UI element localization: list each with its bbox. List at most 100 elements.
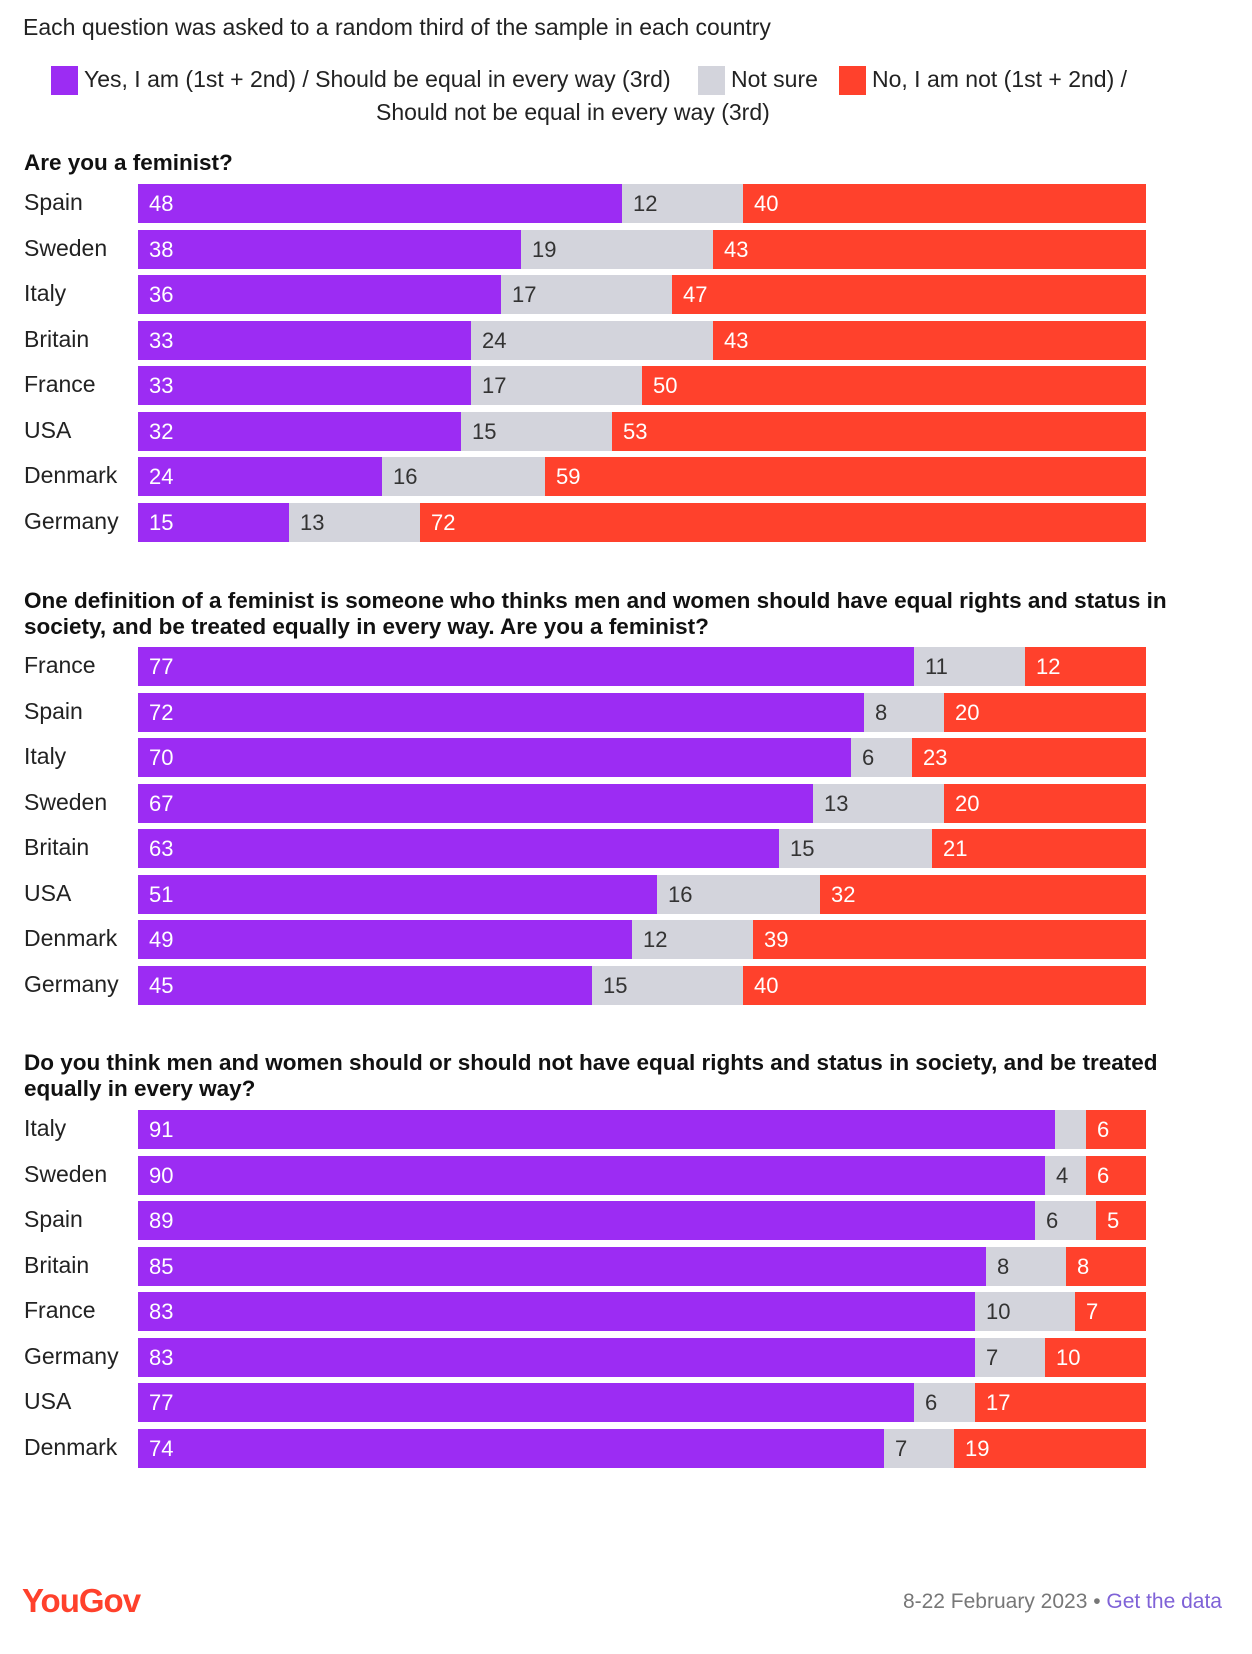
data-label: 47: [683, 282, 708, 307]
data-label: 63: [149, 836, 174, 861]
bar-segment-not-sure: 17: [471, 366, 642, 405]
bar-segment-not-sure: 15: [779, 829, 932, 868]
data-label: 51: [149, 881, 174, 907]
bar-segment-not-sure: 16: [657, 874, 820, 914]
data-label: 6: [862, 745, 875, 770]
row-label: France: [24, 371, 96, 397]
legend-label-yes: Yes, I am (1st + 2nd) / Should be equal …: [84, 66, 671, 92]
data-label: 85: [149, 1253, 174, 1279]
data-label: 24: [482, 327, 507, 353]
panel-title: Do you think men and women should or sho…: [24, 1050, 1158, 1101]
data-label: 20: [955, 699, 980, 725]
bar-segment-not-sure: 11: [914, 647, 1025, 686]
bar-segment-no: 8: [1066, 1246, 1146, 1286]
bar-segment-no: 20: [944, 692, 1146, 732]
bar-segment-no: 21: [932, 829, 1146, 868]
get-the-data-link[interactable]: Get the data: [1106, 1590, 1222, 1613]
bar-segment-no: 6: [1086, 1110, 1146, 1149]
panel-title: One definition of a feminist is someone …: [24, 588, 1167, 639]
data-label: 33: [149, 327, 174, 353]
legend-label-no-line2: Should not be equal in every way (3rd): [376, 99, 770, 125]
data-label: 16: [668, 881, 693, 907]
data-label: 33: [149, 373, 174, 398]
bar-segment-yes: 63: [138, 829, 779, 868]
row-label: Spain: [24, 189, 83, 215]
bar-segment-not-sure: 7: [975, 1337, 1045, 1377]
data-label: 45: [149, 972, 174, 998]
data-label: 15: [149, 509, 174, 535]
row-label: Spain: [24, 697, 83, 724]
data-label: 7: [1086, 1299, 1099, 1324]
data-label: 53: [623, 418, 648, 444]
bar-segment-yes: 85: [138, 1246, 986, 1286]
data-label: 83: [149, 1299, 174, 1324]
bar-segment-not-sure: 4: [1045, 1155, 1086, 1195]
data-label: 70: [149, 745, 174, 770]
bar-segment-no: 6: [1086, 1155, 1146, 1195]
row-label: Britain: [24, 1251, 90, 1278]
bar-segment-no: 59: [545, 457, 1146, 496]
bar-segment-yes: 49: [138, 920, 632, 959]
data-label: 77: [149, 1390, 174, 1415]
bar-segment-not-sure: 16: [382, 457, 545, 496]
bar-segment-yes: 48: [138, 184, 622, 223]
data-label: 12: [643, 927, 668, 952]
bar-segment-yes: 32: [138, 411, 461, 451]
data-label: 6: [1097, 1162, 1110, 1188]
data-label: 90: [149, 1162, 174, 1188]
bar-segment-no: 53: [612, 411, 1146, 451]
data-label: 72: [149, 699, 174, 725]
data-label: 24: [149, 464, 174, 489]
row-label: Denmark: [24, 1433, 118, 1460]
bar-segment-not-sure: 10: [975, 1292, 1075, 1331]
legend-swatch-no: [839, 66, 866, 95]
row-label: Germany: [24, 507, 119, 534]
row-label: Sweden: [24, 788, 108, 815]
data-label: 50: [653, 373, 678, 398]
row-label: Germany: [24, 970, 119, 997]
row-label: USA: [24, 1388, 72, 1414]
data-label: 6: [925, 1390, 938, 1415]
row-label: Britain: [24, 325, 90, 352]
data-label: 48: [149, 191, 174, 216]
bar-segment-yes: 77: [138, 647, 914, 686]
bar-segment-yes: 90: [138, 1155, 1045, 1195]
row-label: Denmark: [24, 462, 118, 488]
bar-segment-yes: 33: [138, 320, 471, 360]
data-label: 12: [633, 191, 658, 216]
legend-swatch-yes: [51, 66, 78, 95]
bar-segment-not-sure: 12: [632, 920, 753, 959]
row-label: Germany: [24, 1342, 119, 1369]
data-label: 4: [1056, 1162, 1069, 1188]
row-label: Sweden: [24, 234, 108, 261]
bar-segment-no: 23: [912, 738, 1146, 777]
data-label: 91: [149, 1117, 174, 1142]
data-label: 67: [149, 790, 174, 816]
data-label: 20: [955, 790, 980, 816]
bar-segment-no: 20: [944, 783, 1146, 823]
row-label: Italy: [24, 743, 67, 769]
bar-segment-no: 19: [954, 1428, 1146, 1468]
bar-segment-no: 40: [743, 965, 1146, 1005]
bar-segment-yes: 72: [138, 692, 864, 732]
data-label: 15: [790, 836, 815, 861]
bar-segment-no: 32: [820, 874, 1146, 914]
legend-swatch-not-sure: [698, 66, 725, 95]
data-label: 19: [532, 236, 557, 262]
bar-segment-yes: 70: [138, 738, 851, 777]
data-label: 39: [764, 927, 789, 952]
row-label: Britain: [24, 834, 90, 860]
yougov-logo: YouGov: [22, 1582, 141, 1619]
bar-segment-not-sure: 24: [471, 320, 713, 360]
bar-segment-not-sure: 19: [521, 229, 713, 269]
bar-segment-yes: 51: [138, 874, 657, 914]
data-label: 15: [472, 418, 497, 444]
bar-segment-no: 47: [672, 275, 1146, 314]
bar-segment-yes: 83: [138, 1292, 975, 1331]
row-label: Sweden: [24, 1160, 108, 1187]
bar-segment-yes: 74: [138, 1428, 884, 1468]
bar-segment-yes: 38: [138, 229, 521, 269]
data-label: 36: [149, 282, 174, 307]
bar-segment-not-sure: 8: [864, 692, 944, 732]
bar-segment-no: 50: [642, 366, 1146, 405]
